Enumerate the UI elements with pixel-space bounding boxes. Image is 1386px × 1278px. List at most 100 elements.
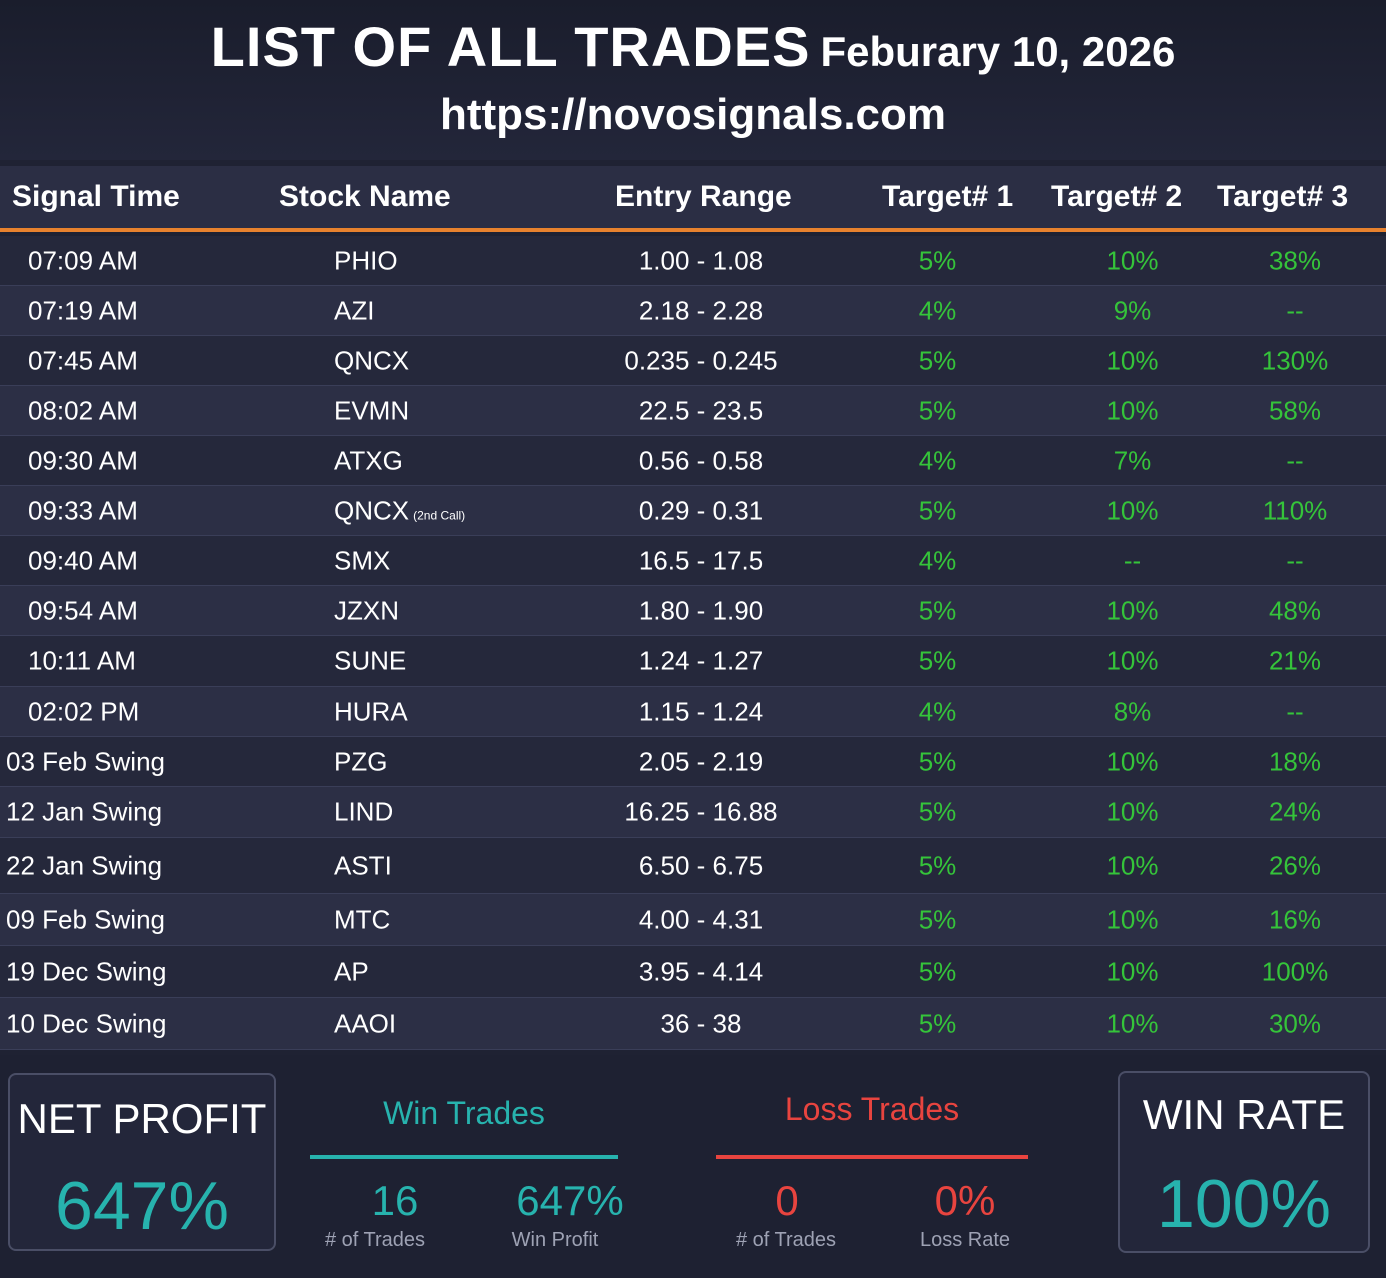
signal-time-cell: 10:11 AM <box>28 645 136 676</box>
target-2-cell: 7% <box>1113 445 1152 475</box>
column-header-entry-range: Entry Range <box>615 180 792 213</box>
net-profit-value: 647% <box>55 1168 229 1244</box>
loss-rate-label: Loss Rate <box>919 1229 1011 1251</box>
entry-range-cell: 6.50 - 6.75 <box>638 850 764 880</box>
stock-symbol: HURA <box>334 696 408 726</box>
signal-time-cell: 09:54 AM <box>28 595 138 625</box>
target-2-cell: -- <box>1123 545 1142 575</box>
table-row: 09 Feb Swing MTC 4.00 - 4.31 5% 10% 16% <box>0 894 1386 946</box>
entry-range-cell: 16.5 - 17.5 <box>638 545 764 575</box>
stock-symbol: LIND <box>334 796 394 827</box>
stock-symbol: PZG <box>334 746 388 776</box>
stock-name-cell: LIND <box>334 797 393 828</box>
target-2-cell: 10% <box>1106 645 1159 676</box>
target-3-cell: 24% <box>1268 796 1322 827</box>
win-trades-divider <box>310 1155 618 1159</box>
stock-name-cell: EVMN <box>334 395 409 426</box>
signal-time-cell: 09:30 AM <box>28 445 138 475</box>
target-3-cell: 38% <box>1268 245 1322 275</box>
stock-name-cell: SUNE <box>334 646 406 677</box>
table-row: 10:11 AM SUNE 1.24 - 1.27 5% 10% 21% <box>0 636 1386 687</box>
win-rate-label: WIN RATE <box>1142 1091 1346 1138</box>
net-profit-label: NET PROFIT <box>17 1095 267 1142</box>
target-2-cell: 10% <box>1106 796 1159 827</box>
summary-panel: NET PROFIT 647% Win Trades 16 # of Trade… <box>0 1055 1386 1278</box>
signal-time-cell: 08:02 AM <box>28 395 138 425</box>
signal-time-cell: 07:19 AM <box>28 295 138 325</box>
signal-time-cell: 07:09 AM <box>28 245 138 275</box>
stock-name-cell: QNCX (2nd Call) <box>334 495 465 526</box>
target-1-cell: 5% <box>918 746 957 776</box>
stock-symbol: ATXG <box>334 445 403 475</box>
target-1-cell: 5% <box>918 1008 957 1038</box>
site-url: https://novosignals.com <box>439 90 947 139</box>
win-profit-value: 647% <box>516 1177 624 1224</box>
target-3-cell: -- <box>1286 295 1304 325</box>
entry-range-cell: 1.15 - 1.24 <box>638 696 764 726</box>
entry-range-cell: 0.235 - 0.245 <box>624 345 778 375</box>
target-1-cell: 4% <box>918 696 957 726</box>
signal-time-cell: 02:02 PM <box>28 696 140 726</box>
target-1-cell: 4% <box>918 545 957 575</box>
stock-symbol: PHIO <box>334 245 398 275</box>
entry-range-cell: 36 - 38 <box>660 1008 742 1038</box>
entry-range-cell: 1.00 - 1.08 <box>638 245 764 275</box>
target-2-cell: 10% <box>1106 395 1159 425</box>
entry-range-cell: 1.24 - 1.27 <box>638 645 764 676</box>
table-row: 03 Feb Swing PZG 2.05 - 2.19 5% 10% 18% <box>0 737 1386 787</box>
column-header-target-3: Target# 3 <box>1217 180 1349 213</box>
target-1-cell: 5% <box>918 595 957 625</box>
table-row: 12 Jan Swing LIND 16.25 - 16.88 5% 10% 24% <box>0 787 1386 838</box>
loss-trades-count: 0 <box>775 1177 799 1224</box>
win-profit-label: Win Profit <box>511 1229 599 1251</box>
signal-time-cell: 12 Jan Swing <box>6 796 163 827</box>
target-3-cell: 48% <box>1268 595 1322 625</box>
table-row: 09:33 AM QNCX (2nd Call) 0.29 - 0.31 5% 10% 11… <box>0 486 1386 536</box>
table-row: 07:19 AM AZI 2.18 - 2.28 4% 9% -- <box>0 286 1386 336</box>
table-row: 09:30 AM ATXG 0.56 - 0.58 4% 7% -- <box>0 436 1386 486</box>
signal-time-cell: 22 Jan Swing <box>6 850 163 880</box>
win-trades-count-label: # of Trades <box>324 1229 426 1251</box>
stock-symbol: AAOI <box>334 1008 397 1038</box>
table-row: 22 Jan Swing ASTI 6.50 - 6.75 5% 10% 26% <box>0 838 1386 894</box>
stock-name-cell: AP <box>334 956 369 987</box>
stock-name-cell: SMX <box>334 545 390 576</box>
stock-symbol: AZI <box>334 295 375 325</box>
loss-trades-divider <box>716 1155 1028 1159</box>
target-2-cell: 10% <box>1106 1008 1159 1038</box>
table-row: 02:02 PM HURA 1.15 - 1.24 4% 8% -- <box>0 687 1386 737</box>
loss-trades-title: Loss Trades <box>784 1091 960 1127</box>
target-1-cell: 4% <box>918 445 957 475</box>
win-trades-title: Win Trades <box>383 1095 545 1131</box>
target-3-cell: -- <box>1286 696 1304 726</box>
signal-time-cell: 03 Feb Swing <box>6 746 165 776</box>
stock-name-cell: PHIO <box>334 245 398 276</box>
entry-range-cell: 22.5 - 23.5 <box>638 395 764 425</box>
target-2-cell: 10% <box>1106 495 1159 525</box>
report-date: Feburary 10, 2026 <box>820 28 1176 75</box>
entry-range-cell: 1.80 - 1.90 <box>638 595 764 625</box>
target-3-cell: 21% <box>1268 645 1322 676</box>
net-profit-card: NET PROFIT 647% <box>8 1073 276 1251</box>
target-2-cell: 9% <box>1113 295 1152 325</box>
table-row: 09:40 AM SMX 16.5 - 17.5 4% -- -- <box>0 536 1386 586</box>
table-row: 19 Dec Swing AP 3.95 - 4.14 5% 10% 100% <box>0 946 1386 998</box>
target-3-cell: 58% <box>1268 395 1322 425</box>
stock-name-cell: MTC <box>334 904 390 935</box>
win-rate-card: WIN RATE 100% <box>1118 1071 1370 1253</box>
target-1-cell: 5% <box>918 956 957 986</box>
loss-trades-count-label: # of Trades <box>735 1229 837 1251</box>
stock-symbol: AP <box>334 956 369 986</box>
target-1-cell: 5% <box>918 395 957 425</box>
stock-symbol: QNCX <box>334 495 410 525</box>
target-2-cell: 10% <box>1106 746 1159 776</box>
stock-name-cell: AAOI <box>334 1008 396 1039</box>
stock-name-cell: JZXN <box>334 595 399 626</box>
signal-time-cell: 09:33 AM <box>28 495 138 525</box>
target-2-cell: 10% <box>1106 245 1159 275</box>
target-3-cell: -- <box>1286 445 1304 475</box>
target-1-cell: 5% <box>918 904 957 934</box>
target-1-cell: 5% <box>918 495 957 525</box>
stock-name-cell: AZI <box>334 295 374 326</box>
entry-range-cell: 0.29 - 0.31 <box>638 495 764 525</box>
